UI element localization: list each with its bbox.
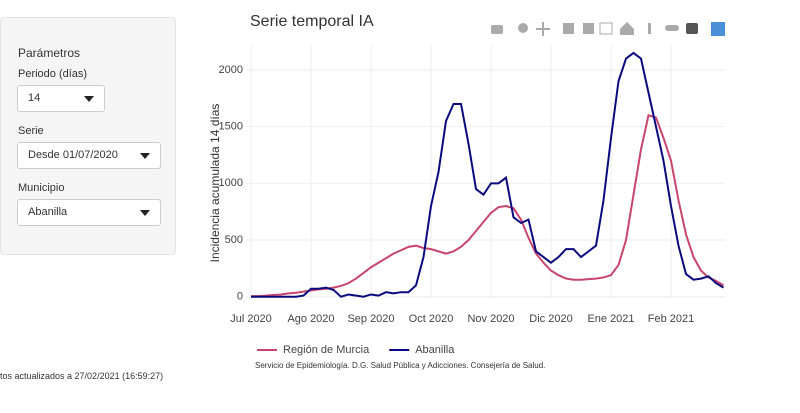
y-tick-label: 500: [225, 234, 243, 246]
caret: [140, 153, 150, 159]
x-tick-label: Jul 2020: [230, 313, 272, 325]
panel-title: Parámetros: [18, 46, 81, 60]
chart-title: Serie temporal IA: [250, 13, 374, 30]
select-period[interactable]: 14: [17, 85, 105, 112]
select-municipality[interactable]: Abanilla: [17, 199, 161, 226]
select-value: Desde 01/07/2020: [28, 149, 118, 161]
x-tick-label: Oct 2020: [409, 313, 454, 325]
x-tick-label: Dic 2020: [529, 313, 572, 325]
field-label: Municipio: [18, 182, 65, 194]
y-tick-label: 2000: [219, 64, 243, 76]
x-tick-label: Sep 2020: [347, 313, 394, 325]
x-tick-label: Ene 2021: [587, 313, 634, 325]
legend-label: Abanilla: [415, 344, 455, 356]
series-line: [251, 51, 725, 298]
legend-label: Región de Murcia: [283, 344, 370, 356]
field-label: Serie: [18, 125, 44, 137]
y-tick-label: 0: [237, 291, 243, 303]
select-series[interactable]: Desde 01/07/2020: [17, 142, 161, 169]
select-value: Abanilla: [28, 206, 68, 218]
x-tick-label: Feb 2021: [648, 313, 694, 325]
footer-text: tos actualizados a 27/02/2021 (16:59:27): [0, 371, 164, 381]
y-tick-label: 1500: [219, 121, 243, 133]
caret: [84, 96, 94, 102]
y-tick-label: 1000: [219, 177, 243, 189]
x-tick-label: Ago 2020: [287, 313, 334, 325]
field-label: Periodo (días): [18, 68, 88, 80]
parameters-panel: Parámetros Periodo (días) 14 Serie Desde…: [0, 17, 176, 255]
select-value: 14: [28, 92, 41, 104]
caret: [140, 210, 150, 216]
caption: Servicio de Epidemiología. D.G. Salud Pú…: [255, 361, 545, 370]
y-axis-title: Incidencia acumulada 14 días: [208, 104, 222, 263]
chart-background: [202, 17, 730, 370]
x-tick-label: Nov 2020: [467, 313, 514, 325]
modebar[interactable]: [491, 22, 725, 36]
